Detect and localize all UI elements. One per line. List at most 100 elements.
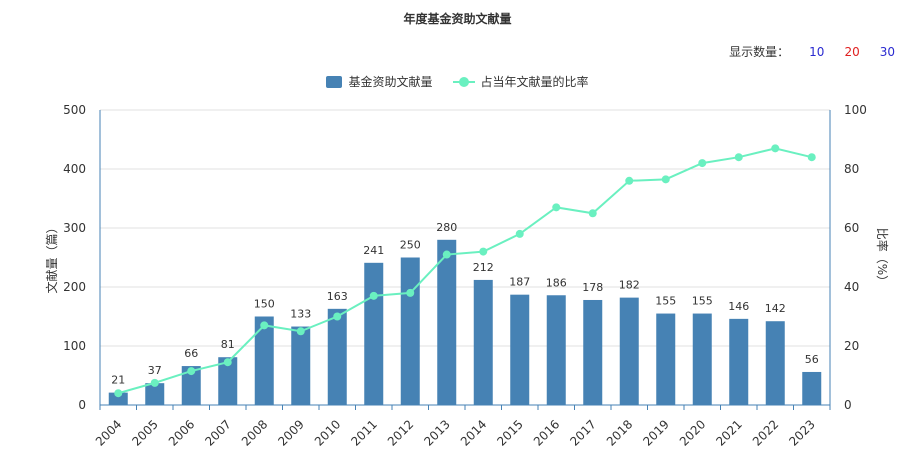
x-tick-label: 2006 bbox=[166, 417, 197, 448]
y-right-tick-label: 100 bbox=[844, 103, 867, 117]
y-right-tick-label: 80 bbox=[844, 162, 859, 176]
bar bbox=[510, 294, 530, 405]
display-count-option-20[interactable]: 20 bbox=[844, 44, 860, 59]
bar bbox=[254, 316, 274, 405]
bar-value-label: 142 bbox=[765, 302, 786, 315]
bar bbox=[765, 321, 785, 405]
ratio-point bbox=[515, 229, 524, 238]
x-tick-label: 2009 bbox=[275, 417, 306, 448]
x-tick-label: 2016 bbox=[531, 417, 562, 448]
ratio-point bbox=[442, 250, 451, 259]
ratio-point bbox=[625, 176, 634, 185]
ratio-point bbox=[552, 203, 561, 212]
bar bbox=[181, 366, 201, 405]
bar-value-label: 66 bbox=[184, 347, 198, 360]
ratio-point bbox=[734, 153, 743, 162]
legend-bar-label: 基金资助文献量 bbox=[348, 75, 433, 89]
ratio-point bbox=[114, 389, 123, 398]
ratio-point bbox=[406, 288, 415, 297]
bar-value-label: 81 bbox=[221, 338, 235, 351]
ratio-point bbox=[187, 367, 196, 376]
bar bbox=[400, 257, 420, 405]
y-left-tick-label: 100 bbox=[63, 339, 86, 353]
bar-value-label: 163 bbox=[327, 290, 348, 303]
x-tick-label: 2012 bbox=[385, 417, 416, 448]
y-right-axis-title: 比率（%） bbox=[875, 228, 890, 287]
bar bbox=[656, 313, 676, 405]
bar bbox=[473, 279, 493, 405]
bar bbox=[218, 357, 238, 405]
ratio-point bbox=[333, 312, 342, 321]
bar bbox=[364, 262, 384, 405]
y-left-tick-label: 300 bbox=[63, 221, 86, 235]
x-tick-label: 2008 bbox=[239, 417, 270, 448]
bar-value-label: 212 bbox=[473, 261, 494, 274]
bar-value-label: 37 bbox=[148, 364, 162, 377]
ratio-point bbox=[150, 378, 159, 387]
bar-value-label: 146 bbox=[728, 300, 749, 313]
x-tick-label: 2019 bbox=[640, 417, 671, 448]
bar-value-label: 186 bbox=[546, 276, 567, 289]
bar bbox=[437, 239, 457, 405]
x-tick-label: 2020 bbox=[677, 417, 708, 448]
y-right-tick-label: 0 bbox=[844, 398, 852, 412]
ratio-point bbox=[479, 247, 488, 256]
x-tick-label: 2015 bbox=[494, 417, 525, 448]
bar bbox=[619, 297, 639, 405]
y-left-tick-label: 200 bbox=[63, 280, 86, 294]
bar-value-label: 21 bbox=[111, 374, 125, 387]
y-right-tick-label: 20 bbox=[844, 339, 859, 353]
bar-value-label: 133 bbox=[290, 308, 311, 321]
line-series-swatch bbox=[452, 76, 475, 88]
bar-value-label: 250 bbox=[400, 239, 421, 252]
bar-value-label: 178 bbox=[582, 281, 603, 294]
x-tick-label: 2004 bbox=[93, 417, 124, 448]
bar-value-label: 241 bbox=[363, 244, 384, 257]
bar bbox=[327, 308, 347, 405]
legend-item-line[interactable]: 占当年文献量的比率 bbox=[452, 73, 589, 90]
x-tick-label: 2023 bbox=[786, 417, 817, 448]
y-right-tick-label: 60 bbox=[844, 221, 859, 235]
x-tick-label: 2010 bbox=[312, 417, 343, 448]
x-tick-label: 2022 bbox=[750, 417, 781, 448]
legend-item-bar[interactable]: 基金资助文献量 bbox=[326, 73, 433, 90]
display-count-label: 显示数量： bbox=[729, 45, 790, 59]
y-left-tick-label: 400 bbox=[63, 162, 86, 176]
chart-title: 年度基金资助文献量 bbox=[403, 12, 512, 26]
bar-value-label: 155 bbox=[692, 295, 713, 308]
display-count-selector: 显示数量： 10 20 30 bbox=[729, 43, 895, 60]
x-tick-label: 2017 bbox=[567, 417, 598, 448]
x-tick-label: 2018 bbox=[604, 417, 635, 448]
bar bbox=[291, 326, 311, 405]
y-left-axis-title: 文献量（篇） bbox=[44, 221, 59, 293]
x-tick-label: 2011 bbox=[348, 417, 379, 448]
bar bbox=[692, 313, 712, 405]
bar bbox=[729, 318, 749, 405]
chart-legend: 基金资助文献量 占当年文献量的比率 bbox=[0, 73, 915, 90]
x-tick-label: 2007 bbox=[202, 417, 233, 448]
bar-value-label: 187 bbox=[509, 276, 530, 289]
ratio-point bbox=[260, 321, 269, 330]
bar bbox=[108, 392, 128, 405]
x-tick-label: 2021 bbox=[713, 417, 744, 448]
x-tick-label: 2013 bbox=[421, 417, 452, 448]
bar bbox=[546, 295, 566, 405]
display-count-option-30[interactable]: 30 bbox=[879, 44, 895, 59]
ratio-point bbox=[369, 291, 378, 300]
y-right-tick-label: 40 bbox=[844, 280, 859, 294]
bar-value-label: 150 bbox=[254, 298, 275, 311]
legend-line-label: 占当年文献量的比率 bbox=[480, 75, 589, 89]
bar bbox=[802, 371, 822, 405]
ratio-point bbox=[771, 144, 780, 153]
ratio-line bbox=[117, 147, 812, 395]
x-tick-label: 2005 bbox=[129, 417, 160, 448]
display-count-option-10[interactable]: 10 bbox=[809, 44, 825, 59]
ratio-point bbox=[588, 209, 597, 218]
bar-series-swatch bbox=[326, 75, 343, 88]
ratio-point bbox=[223, 358, 232, 367]
ratio-point bbox=[296, 327, 305, 336]
ratio-point bbox=[698, 159, 707, 168]
bar bbox=[145, 383, 165, 405]
bar-value-label: 155 bbox=[655, 295, 676, 308]
